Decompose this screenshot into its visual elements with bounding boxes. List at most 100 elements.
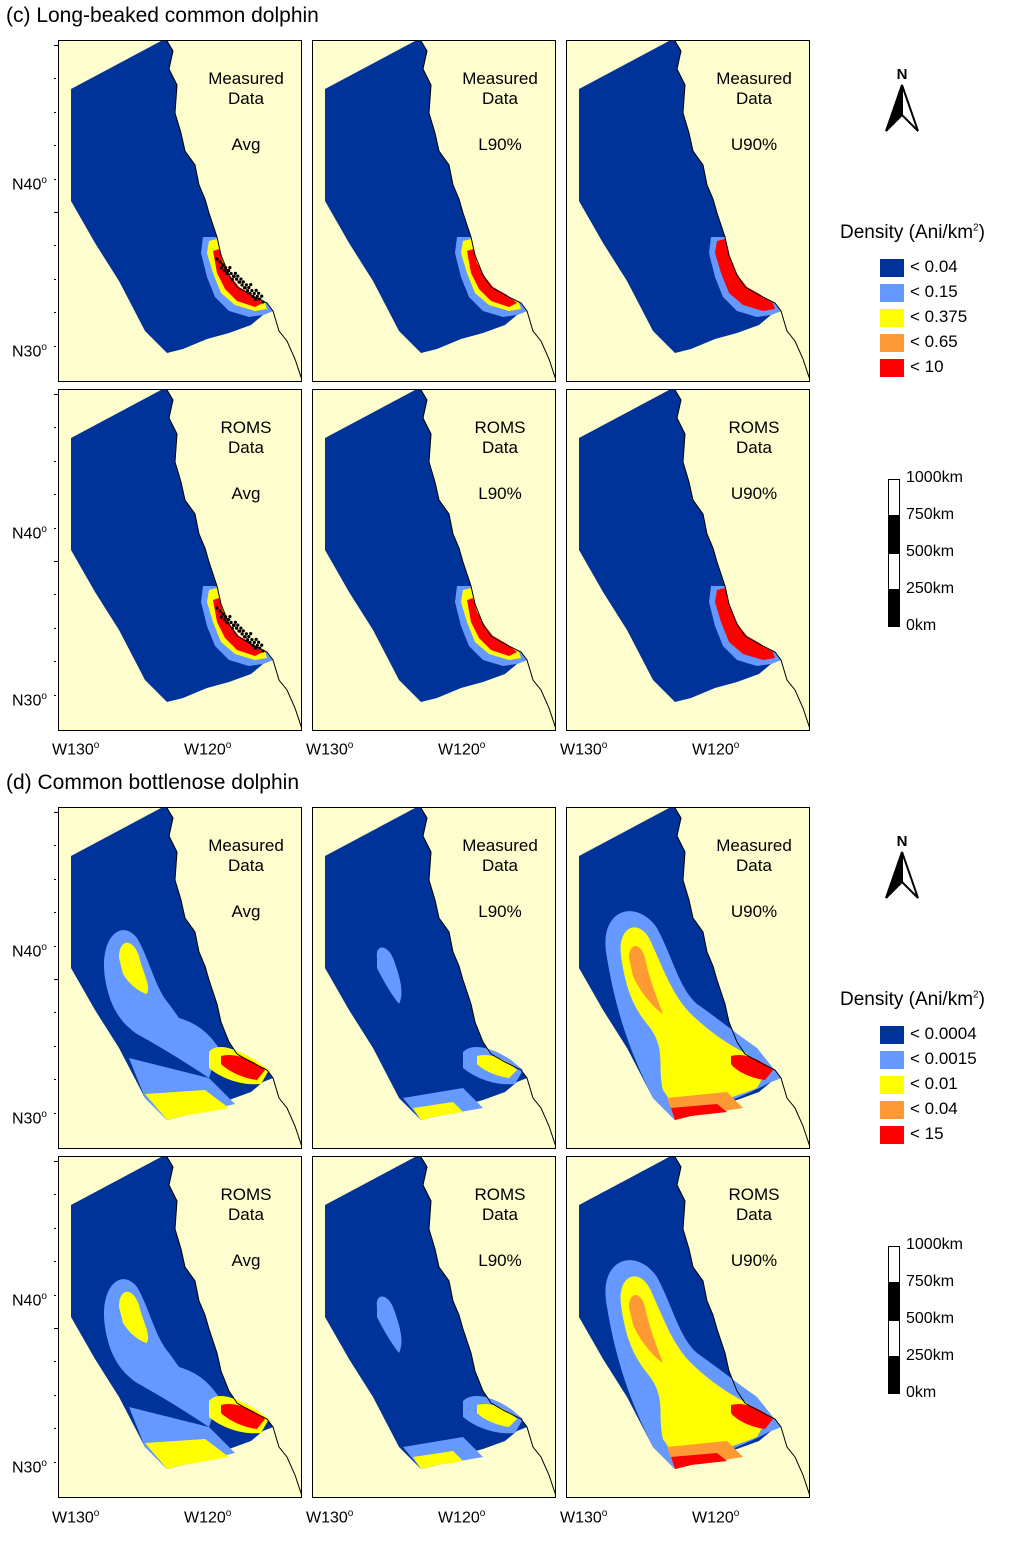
density-band-mid — [145, 1439, 229, 1469]
scale-label: 250km — [906, 1347, 955, 1364]
sighting-point — [237, 280, 241, 284]
density-band-high — [671, 1453, 727, 1469]
panel-source-line: Data — [228, 1205, 264, 1224]
sighting-point — [240, 283, 244, 287]
sighting-point — [253, 297, 258, 301]
sighting-point — [249, 632, 253, 636]
sighting-point — [241, 629, 245, 633]
longitude-label: W120o — [184, 1508, 232, 1527]
sighting-point — [220, 263, 225, 267]
panel-source-line: Measured — [208, 836, 284, 855]
legend-swatch — [880, 1075, 904, 1094]
axis-tick — [54, 312, 56, 314]
longitude-label: W130o — [306, 740, 354, 759]
axis-tick — [54, 1261, 56, 1263]
scale-label: 500km — [906, 543, 955, 560]
axis-tick — [54, 661, 56, 663]
legend-label: < 0.04 — [910, 1099, 958, 1118]
scale-bar-segment — [888, 590, 900, 627]
longitude-label: W120o — [184, 740, 232, 759]
density-band-mid — [461, 239, 521, 311]
legend-item: < 0.04 — [880, 1099, 958, 1119]
sighting-point — [231, 274, 236, 278]
sighting-point — [236, 623, 240, 627]
coastline — [420, 41, 555, 379]
density-band-high — [671, 1104, 727, 1120]
map-panel: Measured Data L90% — [312, 40, 556, 382]
sighting-point — [250, 288, 254, 293]
panel-source-line: Measured — [208, 69, 284, 88]
sighting-point — [237, 629, 241, 633]
axis-tick — [54, 527, 56, 529]
panel-source-line: Measured — [716, 69, 792, 88]
longitude-label: W120o — [692, 740, 740, 759]
north-arrow-shape — [885, 84, 919, 132]
sighting-point — [242, 286, 247, 290]
legend-label: < 0.04 — [910, 257, 958, 276]
axis-tick — [54, 245, 56, 247]
axis-tick — [54, 1328, 58, 1329]
coastline — [420, 1157, 555, 1495]
legend-swatch — [880, 283, 904, 302]
sighting-point — [220, 612, 225, 616]
map-panel: ROMS Data L90% — [312, 389, 556, 731]
longitude-label: W120o — [692, 1508, 740, 1527]
panel-source-line: Data — [228, 89, 264, 108]
map-panel: Measured Data U90% — [566, 40, 810, 382]
legend-label: < 0.15 — [910, 282, 958, 301]
sighting-point — [233, 620, 237, 624]
scale-bar-segment — [888, 1246, 900, 1283]
coastline — [166, 390, 301, 728]
axis-tick — [54, 1428, 56, 1430]
panel-source-line: ROMS — [220, 418, 272, 437]
density-band-mid — [715, 588, 775, 660]
panel-source-line: Data — [482, 856, 518, 875]
axis-tick — [54, 178, 56, 180]
panel-source-label: Measured Data — [699, 69, 809, 109]
map-panel: ROMS Data U90% — [566, 389, 810, 731]
panel-statistic-label: L90% — [478, 135, 522, 154]
sighting-point — [257, 640, 261, 644]
north-label: N — [896, 66, 908, 83]
density-band-orange — [629, 1295, 663, 1363]
density-band-low — [376, 1296, 402, 1353]
latitude-label: N30o — [12, 1458, 47, 1477]
sighting-point — [246, 638, 250, 642]
panel-statistic-label: U90% — [730, 1251, 778, 1270]
coastline — [674, 808, 809, 1146]
panel-source-line: Data — [736, 856, 772, 875]
sighting-point — [244, 283, 248, 287]
panel-source-line: Data — [736, 438, 772, 457]
legend-swatch — [880, 1025, 904, 1044]
sighting-point — [255, 294, 259, 298]
legend-title: Density (Ani/km2) — [840, 989, 985, 1010]
sighting-point — [247, 286, 251, 290]
axis-tick — [54, 878, 56, 880]
axis-tick — [54, 1079, 56, 1081]
axis-tick — [54, 1161, 58, 1162]
legend-item: < 0.0004 — [880, 1024, 977, 1044]
panel-source-label: ROMS Data — [699, 1185, 809, 1225]
longitude-label: W130o — [306, 1508, 354, 1527]
scale-bar-segment — [888, 1320, 900, 1357]
longitude-label: W130o — [52, 740, 100, 759]
axis-tick — [54, 1294, 56, 1296]
sighting-point — [236, 274, 240, 278]
legend-swatch — [880, 1100, 904, 1119]
map-panel: Measured Data Avg — [58, 40, 302, 382]
panel-source-line: ROMS — [728, 1185, 780, 1204]
sighting-point — [239, 626, 243, 630]
legend-item: < 0.0015 — [880, 1049, 977, 1069]
sighting-point — [257, 291, 261, 295]
scale-bar-segment — [888, 516, 900, 553]
north-arrow-icon: N — [882, 66, 922, 138]
map-panel: ROMS Data L90% — [312, 1156, 556, 1498]
map-panel: ROMS Data Avg — [58, 1156, 302, 1498]
density-band-high — [731, 1403, 773, 1429]
sighting-point — [241, 280, 245, 284]
panel-source-label: Measured Data — [699, 836, 809, 876]
density-band-orange — [629, 946, 663, 1014]
panel-source-line: ROMS — [220, 1185, 272, 1204]
scale-label: 0km — [906, 617, 937, 634]
longitude-label: W130o — [52, 1508, 100, 1527]
